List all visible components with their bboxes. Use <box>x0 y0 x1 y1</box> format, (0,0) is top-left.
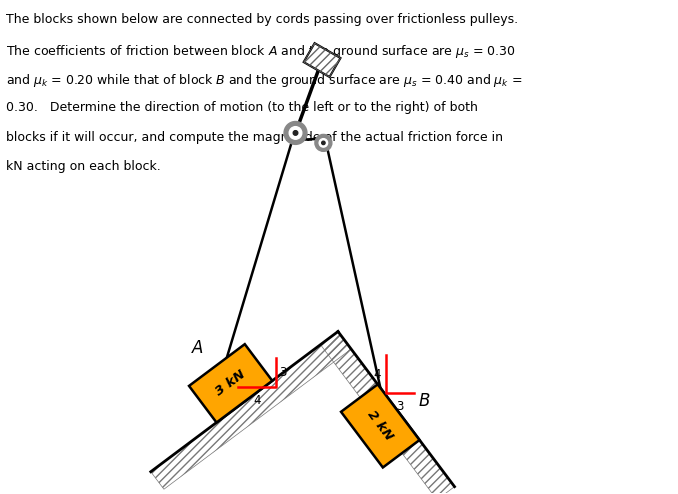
Text: 2 kN: 2 kN <box>365 409 396 443</box>
Text: 4: 4 <box>254 394 261 407</box>
Circle shape <box>319 139 327 147</box>
Polygon shape <box>189 344 273 422</box>
Text: 3: 3 <box>279 366 287 379</box>
Polygon shape <box>304 43 340 77</box>
Circle shape <box>290 126 302 139</box>
Circle shape <box>321 141 325 145</box>
Circle shape <box>293 130 298 135</box>
Text: $\it{A}$: $\it{A}$ <box>191 339 204 358</box>
Text: $\it{B}$: $\it{B}$ <box>418 392 431 410</box>
Polygon shape <box>341 384 420 467</box>
Text: kN acting on each block.: kN acting on each block. <box>6 160 161 173</box>
Text: 0.30.   Determine the direction of motion (to the left or to the right) of both: 0.30. Determine the direction of motion … <box>6 101 478 114</box>
Text: 3 kN: 3 kN <box>213 368 248 399</box>
Polygon shape <box>151 331 351 489</box>
Text: 3: 3 <box>397 400 404 413</box>
Polygon shape <box>321 331 454 494</box>
Circle shape <box>315 134 332 151</box>
Text: The coefficients of friction between block $\it{A}$ and the ground surface are $: The coefficients of friction between blo… <box>6 42 517 60</box>
Text: blocks if it will occur, and compute the magnitude of the actual friction force : blocks if it will occur, and compute the… <box>6 130 503 144</box>
Circle shape <box>284 122 307 144</box>
Text: 4: 4 <box>374 368 381 380</box>
Text: and $\mu_k$ = 0.20 while that of block $\it{B}$ and the ground surface are $\mu_: and $\mu_k$ = 0.20 while that of block $… <box>6 72 523 89</box>
Text: The blocks shown below are connected by cords passing over frictionless pulleys.: The blocks shown below are connected by … <box>6 13 519 26</box>
